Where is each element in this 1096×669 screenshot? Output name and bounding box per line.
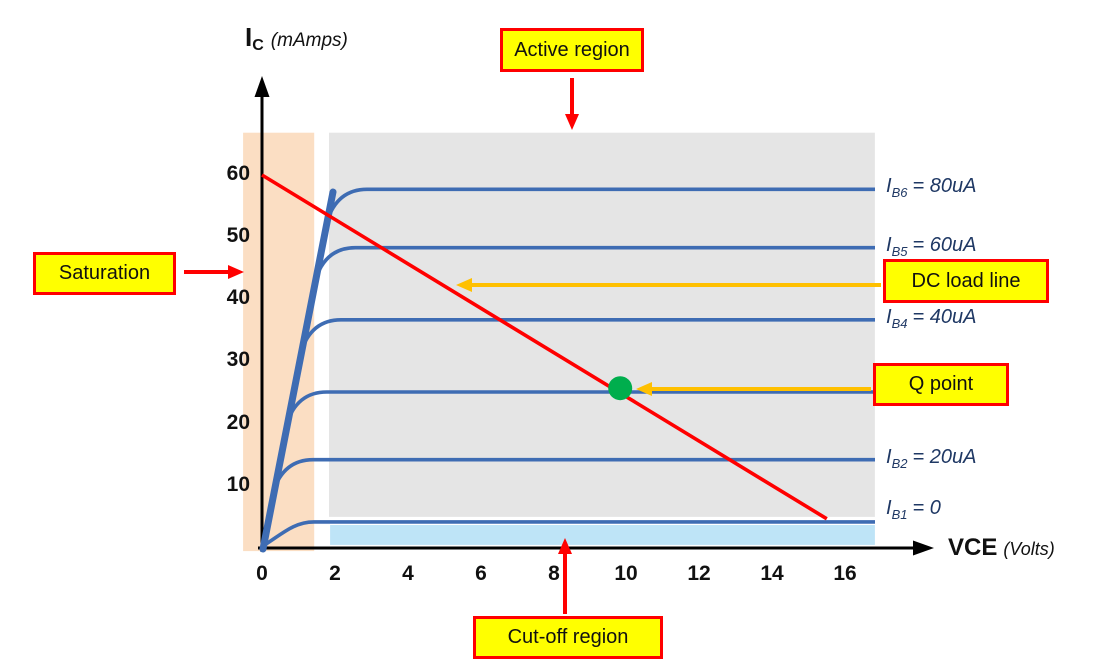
y-axis-symbol: I bbox=[245, 22, 253, 52]
x-axis-arrowhead-icon bbox=[913, 540, 934, 556]
y-axis-unit: (mAmps) bbox=[270, 30, 348, 51]
curve-label-IB6: IB6 = 80uA bbox=[886, 175, 977, 200]
curve-IB5 bbox=[313, 245, 875, 281]
region-cutoff bbox=[330, 525, 875, 545]
callout-arrowhead-active-region-icon bbox=[565, 114, 579, 130]
callout-active-region: Active region bbox=[500, 28, 644, 72]
x-tick-label-6: 6 bbox=[475, 562, 487, 585]
callout-cutoff-region: Cut-off region bbox=[473, 616, 663, 659]
y-axis-symbol-subscript: C bbox=[252, 37, 264, 55]
curve-label-IB4: IB4 = 40uA bbox=[886, 306, 977, 331]
y-tick-label-40: 40 bbox=[226, 286, 250, 309]
x-tick-label-8: 8 bbox=[548, 562, 560, 585]
callout-arrowhead-saturation-icon bbox=[228, 265, 244, 279]
y-axis-title: IC (mAmps) bbox=[245, 22, 348, 55]
curve-IB1 bbox=[262, 520, 875, 548]
y-tick-label-20: 20 bbox=[226, 411, 250, 434]
callout-saturation: Saturation bbox=[33, 252, 176, 295]
curve-label-IB1: IB1 = 0 bbox=[886, 497, 941, 522]
dc-load-line bbox=[261, 173, 828, 521]
y-axis-arrowhead-icon bbox=[254, 76, 270, 97]
x-axis-unit: (Volts) bbox=[1003, 539, 1055, 559]
callout-arrowhead-dc-load-line-icon bbox=[456, 278, 472, 292]
x-tick-label-2: 2 bbox=[329, 562, 341, 585]
callout-dc-load-line: DC load line bbox=[883, 259, 1049, 303]
x-tick-label-12: 12 bbox=[687, 562, 711, 585]
y-tick-label-60: 60 bbox=[226, 162, 250, 185]
x-tick-label-14: 14 bbox=[760, 562, 784, 585]
y-tick-label-30: 30 bbox=[226, 348, 250, 371]
x-axis-title: VCE (Volts) bbox=[948, 534, 1055, 562]
curve-IB2 bbox=[271, 457, 875, 493]
curve-IB3 bbox=[284, 390, 875, 425]
x-tick-label-0: 0 bbox=[256, 562, 268, 585]
callout-q-point: Q point bbox=[873, 363, 1009, 406]
callout-arrowhead-cutoff-region-icon bbox=[558, 538, 572, 554]
y-tick-label-50: 50 bbox=[226, 224, 250, 247]
q-point-marker bbox=[608, 376, 633, 401]
callout-arrowhead-q-point-icon bbox=[636, 382, 652, 396]
x-axis-symbol: VCE bbox=[948, 534, 998, 561]
curve-label-IB2: IB2 = 20uA bbox=[886, 446, 977, 471]
x-tick-label-16: 16 bbox=[833, 562, 857, 585]
x-tick-label-10: 10 bbox=[614, 562, 638, 585]
curve-label-IB5: IB5 = 60uA bbox=[886, 234, 977, 259]
y-tick-label-10: 10 bbox=[226, 473, 250, 496]
x-tick-label-4: 4 bbox=[402, 562, 414, 585]
region-active bbox=[329, 132, 875, 517]
curve-IB4 bbox=[299, 318, 875, 353]
